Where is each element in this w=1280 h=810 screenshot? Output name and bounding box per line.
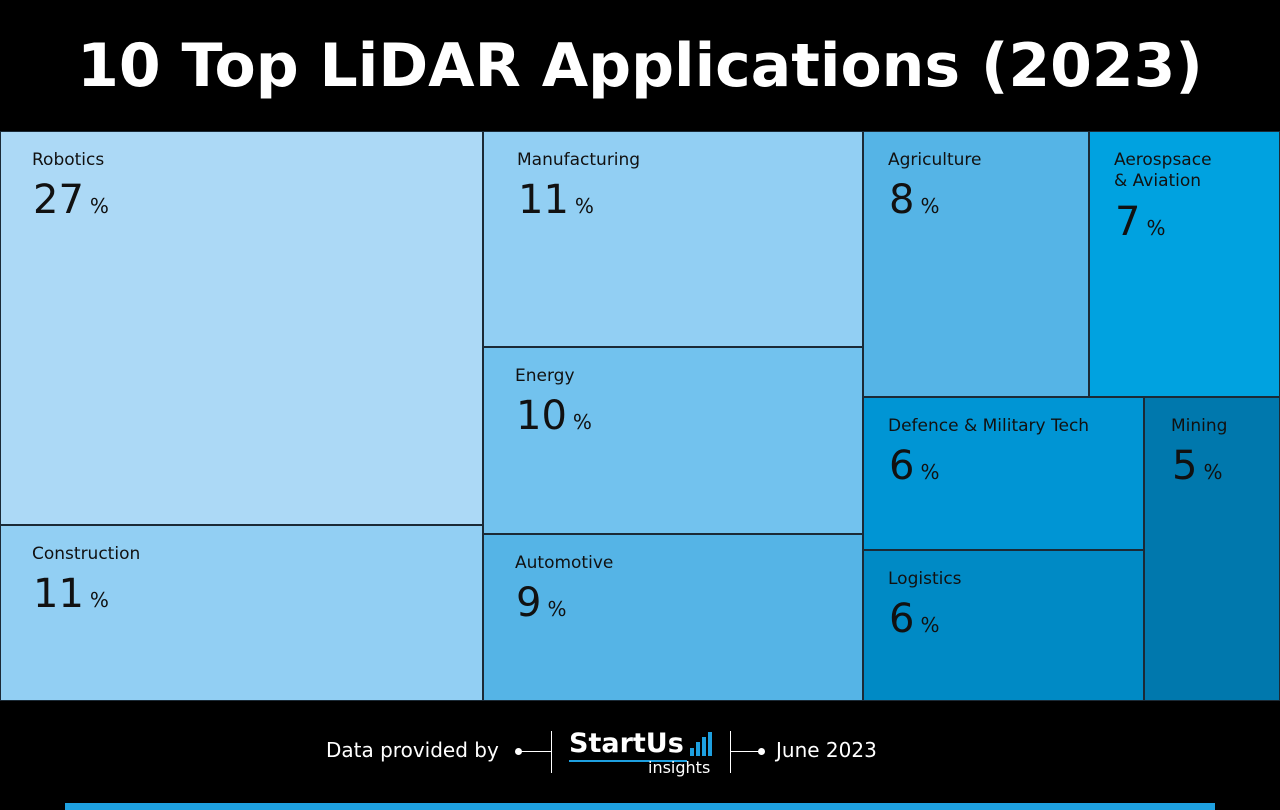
tile-label-energy: Energy — [515, 366, 575, 386]
divider-right-vertical — [730, 731, 731, 773]
tile-value-logistics: 6% — [889, 596, 940, 642]
tile-automotive: Automotive 9% — [483, 534, 863, 701]
tile-label-agriculture: Agriculture — [888, 150, 982, 170]
tile-mining: Mining 5% — [1144, 397, 1280, 701]
tile-label-automotive: Automotive — [515, 553, 614, 573]
tile-value-agriculture: 8% — [889, 177, 940, 223]
tile-value-defence-military-tech: 6% — [889, 443, 940, 489]
tile-construction: Construction 11% — [0, 525, 483, 701]
tile-label-mining: Mining — [1171, 416, 1228, 436]
tile-defence-military-tech: Defence & Military Tech 6% — [863, 397, 1144, 550]
tile-label-logistics: Logistics — [888, 569, 962, 589]
logo-underline — [569, 760, 687, 762]
tile-label-robotics: Robotics — [32, 150, 105, 170]
tile-label-aerospsace-aviation: Aerospsace & Aviation — [1114, 150, 1212, 191]
divider-left-vertical — [551, 731, 552, 773]
tile-value-mining: 5% — [1172, 443, 1223, 489]
tile-robotics: Robotics 27% — [0, 131, 483, 525]
tile-value-energy: 10% — [516, 393, 592, 439]
header: 10 Top LiDAR Applications (2023) — [0, 0, 1280, 131]
tile-label-construction: Construction — [32, 544, 141, 564]
tile-agriculture: Agriculture 8% — [863, 131, 1089, 397]
tile-value-automotive: 9% — [516, 580, 567, 626]
tile-label-manufacturing: Manufacturing — [517, 150, 641, 170]
date-label: June 2023 — [776, 738, 877, 762]
tile-manufacturing: Manufacturing 11% — [483, 131, 863, 347]
chart-title: 10 Top LiDAR Applications (2023) — [77, 30, 1203, 101]
tile-aerospsace-aviation: Aerospsace & Aviation 7% — [1089, 131, 1280, 397]
tile-value-construction: 11% — [33, 571, 109, 617]
data-provided-label: Data provided by — [326, 738, 499, 762]
tile-energy: Energy 10% — [483, 347, 863, 534]
tile-value-robotics: 27% — [33, 177, 109, 223]
bottom-accent-bar — [65, 803, 1215, 810]
startus-logo: StartUs — [569, 728, 684, 759]
divider-right — [730, 751, 760, 752]
divider-left — [519, 751, 551, 752]
dot-right-icon — [758, 748, 765, 755]
tile-logistics: Logistics 6% — [863, 550, 1144, 701]
treemap: Robotics 27% Construction 11% Manufacturing 1… — [0, 131, 1280, 701]
dot-left-icon — [515, 748, 522, 755]
tile-label-defence-military-tech: Defence & Military Tech — [888, 416, 1090, 436]
startus-logo-subtitle: insights — [648, 758, 711, 777]
tile-value-aerospsace-aviation: 7% — [1115, 199, 1166, 245]
bar-chart-logo-icon — [690, 732, 712, 756]
tile-value-manufacturing: 11% — [518, 177, 594, 223]
